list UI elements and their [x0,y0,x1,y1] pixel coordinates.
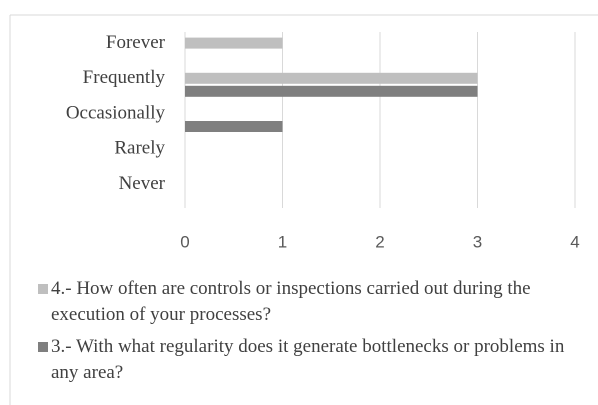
x-tick-label: 3 [473,232,482,251]
x-tick-label: 2 [375,232,384,251]
bar [185,37,283,49]
legend-label: 3.- With what regularity does it generat… [51,336,565,383]
bar [185,72,478,84]
legend: 4.- How often are controls or inspection… [38,276,583,392]
x-tick-label: 4 [570,232,579,251]
legend-swatch [38,342,48,352]
bar [185,121,283,132]
x-tick-label: 1 [278,232,287,251]
y-tick-label: Rarely [114,138,165,159]
legend-label: 4.- How often are controls or inspection… [51,278,531,325]
legend-entry: 4.- How often are controls or inspection… [38,276,583,328]
y-tick-label: Frequently [83,67,166,88]
x-tick-label: 0 [180,232,189,251]
y-tick-label: Forever [106,32,166,53]
bar [185,85,478,97]
y-tick-label: Occasionally [66,102,166,123]
legend-swatch [38,284,48,294]
y-tick-label: Never [119,173,166,194]
legend-entry: 3.- With what regularity does it generat… [38,334,583,386]
